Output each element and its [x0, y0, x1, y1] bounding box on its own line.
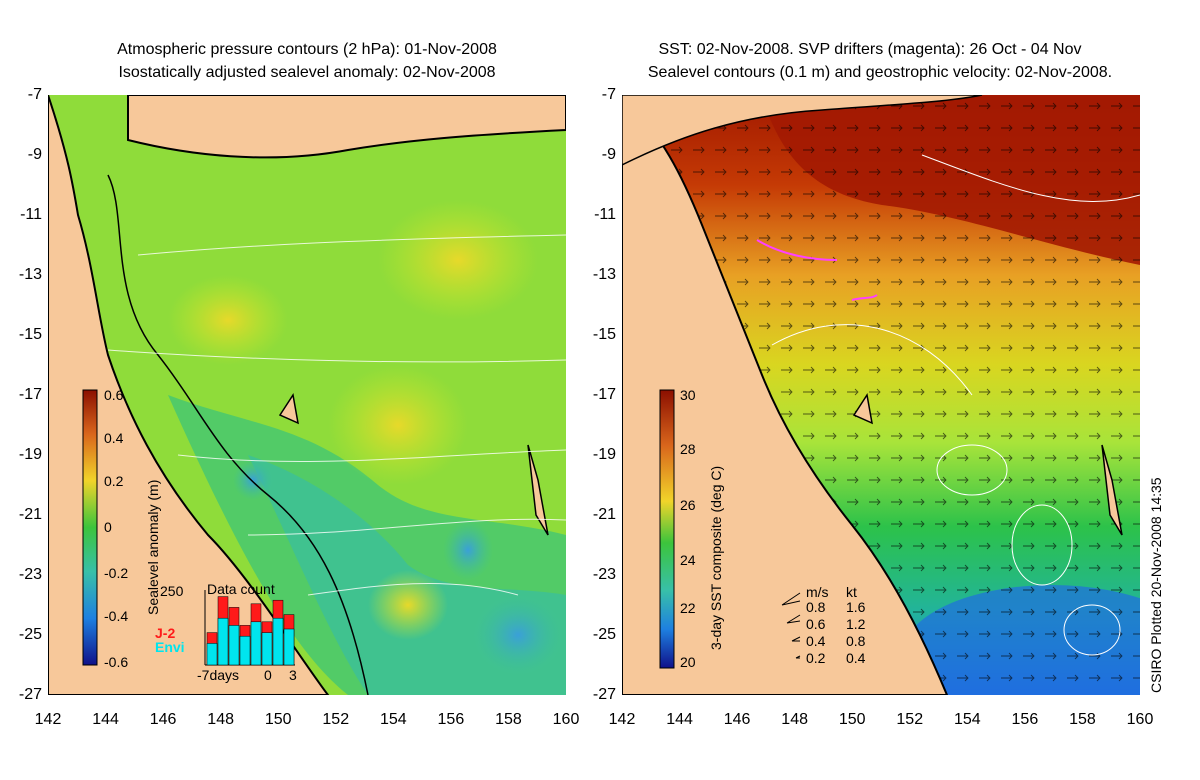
inset-bar-envi — [206, 643, 218, 666]
lat-tick-label: -25 — [592, 626, 616, 643]
speed-legend-kt: 0.8 — [846, 633, 866, 649]
lat-tick-label: -27 — [592, 686, 616, 703]
inset-title: Data count — [207, 581, 275, 597]
inset-bar-envi — [228, 625, 240, 666]
lon-tick-label: 148 — [781, 711, 808, 728]
lat-tick-label: -9 — [27, 146, 42, 163]
inset-bar-envi — [272, 617, 284, 666]
lon-tick-label: 150 — [264, 711, 292, 728]
inset-bar-envi — [261, 632, 273, 666]
left-sealevel-map — [48, 95, 566, 695]
lon-tick-label: 144 — [92, 711, 119, 728]
lat-tick-label: -19 — [592, 446, 616, 463]
right-title-line1: SST: 02-Nov-2008. SVP drifters (magenta)… — [658, 41, 1082, 58]
lon-tick-label: 148 — [207, 711, 234, 728]
left-colorbar-tick: -0.4 — [104, 608, 129, 624]
left-colorbar-tick: 0.6 — [104, 387, 124, 403]
lat-tick-label: -13 — [18, 266, 42, 283]
speed-legend-ms: 0.8 — [806, 599, 826, 615]
lat-tick-label: -7 — [601, 86, 616, 103]
lon-tick-label: 156 — [437, 711, 465, 728]
inset-legend-j2: J-2 — [155, 625, 176, 641]
lon-tick-label: 150 — [838, 711, 866, 728]
left-map-svg — [48, 95, 566, 695]
right-colorbar-tick: 24 — [680, 552, 696, 568]
left-colorbar-tick: 0 — [104, 519, 112, 535]
lon-tick-label: 156 — [1011, 711, 1039, 728]
lon-tick-label: 158 — [1069, 711, 1096, 728]
lat-tick-label: -23 — [18, 566, 42, 583]
right-colorbar-tick: 22 — [680, 600, 696, 616]
speed-legend-ms: 0.2 — [806, 650, 826, 666]
lat-tick-label: -23 — [592, 566, 616, 583]
lat-tick-label: -19 — [18, 446, 42, 463]
credit-label: CSIRO Plotted 20-Nov-2008 14:35 — [1148, 477, 1164, 693]
inset-bars-svg — [204, 590, 295, 666]
speed-legend-kt: 0.4 — [846, 650, 866, 666]
lat-tick-label: -17 — [592, 386, 616, 403]
speed-legend-header-ms: m/s — [806, 584, 829, 600]
right-title-line2: Sealevel contours (0.1 m) and geostrophi… — [647, 64, 1113, 81]
speed-legend-kt: 1.6 — [846, 599, 866, 615]
left-colorbar-tick: 0.4 — [104, 430, 124, 446]
lon-tick-label: 152 — [322, 711, 350, 728]
lat-tick-label: -7 — [27, 86, 42, 103]
lat-tick-label: -21 — [18, 506, 42, 523]
lat-tick-label: -21 — [592, 506, 616, 523]
speed-legend-ms: 0.4 — [806, 633, 826, 649]
lon-tick-label: 160 — [552, 711, 580, 728]
lon-tick-label: 154 — [379, 711, 407, 728]
lon-tick-label: 144 — [666, 711, 693, 728]
lat-tick-label: -9 — [601, 146, 616, 163]
lat-tick-label: -27 — [18, 686, 42, 703]
lon-tick-label: 142 — [608, 711, 636, 728]
inset-legend-envi: Envi — [155, 639, 185, 655]
right-colorbar-tick: 26 — [680, 497, 696, 513]
lon-tick-label: 154 — [953, 711, 981, 728]
speed-legend-ms: 0.6 — [806, 616, 826, 632]
left-colorbar-tick: 0.2 — [104, 473, 124, 489]
lon-tick-label: 158 — [495, 711, 522, 728]
inset-bar-envi — [217, 617, 229, 666]
right-sst-map — [622, 95, 1140, 695]
lon-tick-label: 152 — [896, 711, 924, 728]
inset-bar-envi — [250, 621, 262, 666]
speed-legend-header-kt: kt — [846, 584, 857, 600]
speed-legend-kt: 1.2 — [846, 616, 866, 632]
lat-tick-label: -15 — [18, 326, 42, 343]
right-map-svg — [622, 95, 1140, 695]
right-colorbar-tick: 30 — [680, 387, 696, 403]
inset-bar-envi — [283, 628, 295, 666]
inset-bar-envi — [239, 635, 251, 666]
inset-x-zero: 0 — [264, 667, 272, 683]
lat-tick-label: -11 — [20, 206, 42, 223]
lon-tick-label: 160 — [1126, 711, 1154, 728]
lat-tick-label: -25 — [18, 626, 42, 643]
right-colorbar-label: 3-day SST composite (deg C) — [708, 465, 724, 650]
inset-ymax-label: 250 — [160, 583, 184, 599]
lon-tick-label: 146 — [149, 711, 177, 728]
inset-x-right: 3 — [289, 667, 297, 683]
lon-tick-label: 146 — [723, 711, 751, 728]
right-colorbar-tick: 28 — [680, 441, 696, 457]
lat-tick-label: -13 — [592, 266, 616, 283]
right-colorbar-tick: 20 — [680, 654, 696, 670]
inset-x-left: -7days — [197, 667, 240, 683]
left-colorbar-tick: -0.2 — [104, 565, 129, 581]
data-count-inset: 250 Data count J-2 Envi -7days 0 3 — [150, 578, 300, 688]
left-colorbar-tick: -0.6 — [104, 654, 129, 670]
lat-tick-label: -15 — [592, 326, 616, 343]
left-title-line2: Isostatically adjusted sealevel anomaly:… — [118, 64, 496, 81]
left-title-line1: Atmospheric pressure contours (2 hPa): 0… — [117, 41, 497, 58]
lat-tick-label: -11 — [594, 206, 616, 223]
lon-tick-label: 142 — [34, 711, 62, 728]
lat-tick-label: -17 — [18, 386, 42, 403]
